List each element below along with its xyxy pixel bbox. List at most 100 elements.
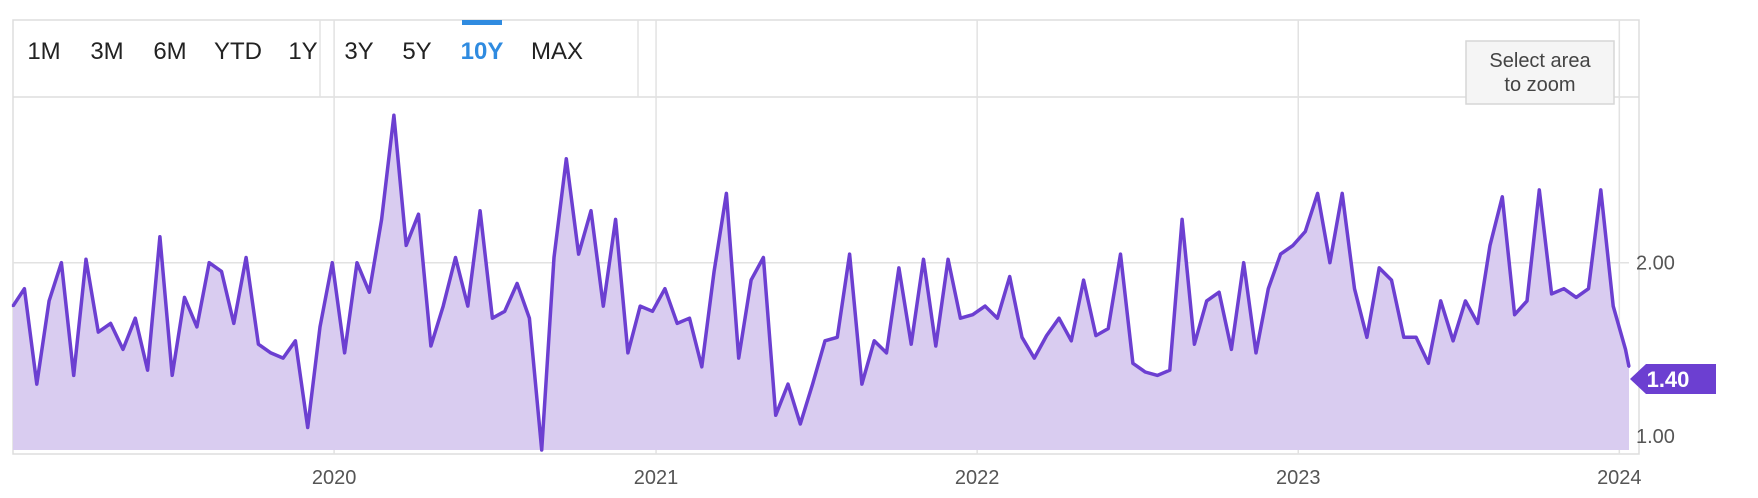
data-point xyxy=(515,282,519,285)
chart-frame xyxy=(12,19,1640,455)
data-point xyxy=(1627,365,1631,368)
x-tick-label: 2023 xyxy=(1276,467,1321,489)
data-point xyxy=(934,344,937,348)
data-point xyxy=(454,256,457,259)
range-button-1m[interactable]: 1M xyxy=(27,38,60,65)
data-point xyxy=(1082,278,1085,282)
data-point xyxy=(786,382,790,386)
data-point xyxy=(171,374,174,377)
data-point xyxy=(1107,327,1110,330)
data-point xyxy=(614,218,617,221)
data-point xyxy=(1156,374,1159,377)
data-point xyxy=(1279,252,1282,256)
range-button-6m[interactable]: 6M xyxy=(153,38,186,65)
y-tick-label: 2.00 xyxy=(1636,253,1675,275)
data-point xyxy=(1304,230,1307,233)
data-point xyxy=(651,310,654,313)
range-button-3m[interactable]: 3M xyxy=(90,38,123,65)
data-point xyxy=(540,448,543,452)
data-point xyxy=(1501,195,1504,198)
data-point xyxy=(749,278,753,282)
data-point xyxy=(60,261,63,264)
data-point xyxy=(109,322,112,325)
data-point xyxy=(1205,299,1208,303)
data-point xyxy=(860,382,864,386)
range-selector: 1M 3M 6M YTD 1Y 3Y 5Y 10Y MAX xyxy=(27,20,639,97)
data-point xyxy=(257,343,260,346)
data-point xyxy=(1144,370,1147,374)
last-value-badge: 1.40 xyxy=(1630,364,1716,394)
data-point xyxy=(84,258,88,261)
range-button-5y[interactable]: 5Y xyxy=(402,38,431,65)
data-point xyxy=(1390,278,1393,282)
data-point xyxy=(318,325,322,329)
data-point xyxy=(294,339,297,342)
range-button-label: 3M xyxy=(90,38,123,65)
data-point xyxy=(23,287,26,290)
data-point xyxy=(331,261,334,264)
data-point xyxy=(663,287,667,290)
data-point xyxy=(996,317,999,320)
range-button-label: 5Y xyxy=(402,38,431,65)
data-point xyxy=(1525,299,1529,303)
data-point xyxy=(1168,369,1172,372)
data-point xyxy=(688,317,691,320)
data-point xyxy=(355,261,359,264)
data-point xyxy=(269,351,272,355)
data-point xyxy=(442,304,445,308)
data-point xyxy=(1045,334,1048,337)
data-point xyxy=(1378,266,1381,270)
data-point xyxy=(281,356,285,360)
range-button-1y[interactable]: 1Y xyxy=(288,38,317,65)
data-point xyxy=(97,330,100,334)
last-value-text: 1.40 xyxy=(1647,367,1690,392)
data-point xyxy=(1131,362,1135,365)
data-point xyxy=(836,336,839,339)
data-point xyxy=(712,270,716,273)
data-point xyxy=(626,351,630,355)
data-point xyxy=(1193,343,1196,346)
range-button-3y[interactable]: 3Y xyxy=(344,38,373,65)
range-button-10y[interactable]: 10Y xyxy=(461,20,504,65)
data-point xyxy=(244,256,248,259)
data-point xyxy=(1587,287,1590,290)
x-tick-label: 2022 xyxy=(955,467,1000,489)
data-point xyxy=(208,261,211,264)
data-point xyxy=(737,356,740,360)
range-button-max[interactable]: MAX xyxy=(531,38,583,65)
data-point xyxy=(639,304,642,308)
data-point xyxy=(35,382,38,386)
data-point xyxy=(195,325,199,329)
data-point xyxy=(1427,362,1430,365)
data-point xyxy=(589,209,593,212)
data-point xyxy=(1070,339,1073,342)
data-point xyxy=(47,299,51,303)
x-tick-label: 2020 xyxy=(312,467,357,489)
data-point xyxy=(306,426,309,429)
data-point xyxy=(946,258,950,261)
data-point xyxy=(799,422,802,426)
x-tick-label: 2024 xyxy=(1597,467,1642,489)
data-point xyxy=(1230,348,1233,351)
data-point xyxy=(503,310,506,313)
data-point xyxy=(72,374,75,377)
range-button-label: YTD xyxy=(214,38,262,65)
data-point xyxy=(368,291,371,294)
data-point xyxy=(1328,261,1332,264)
data-point xyxy=(1575,296,1578,299)
data-point xyxy=(1624,348,1627,351)
x-tick-label: 2021 xyxy=(634,467,679,489)
data-point xyxy=(1439,299,1442,303)
range-button-label: 1M xyxy=(27,38,60,65)
range-button-ytd[interactable]: YTD xyxy=(214,38,262,65)
data-point xyxy=(405,244,408,247)
data-point xyxy=(417,213,420,216)
data-point xyxy=(429,344,433,348)
data-point xyxy=(392,114,396,117)
y-tick-label: 1.00 xyxy=(1636,426,1675,448)
data-point xyxy=(1451,339,1455,342)
data-point xyxy=(602,304,605,308)
data-point xyxy=(1254,351,1258,355)
data-point xyxy=(134,317,137,320)
